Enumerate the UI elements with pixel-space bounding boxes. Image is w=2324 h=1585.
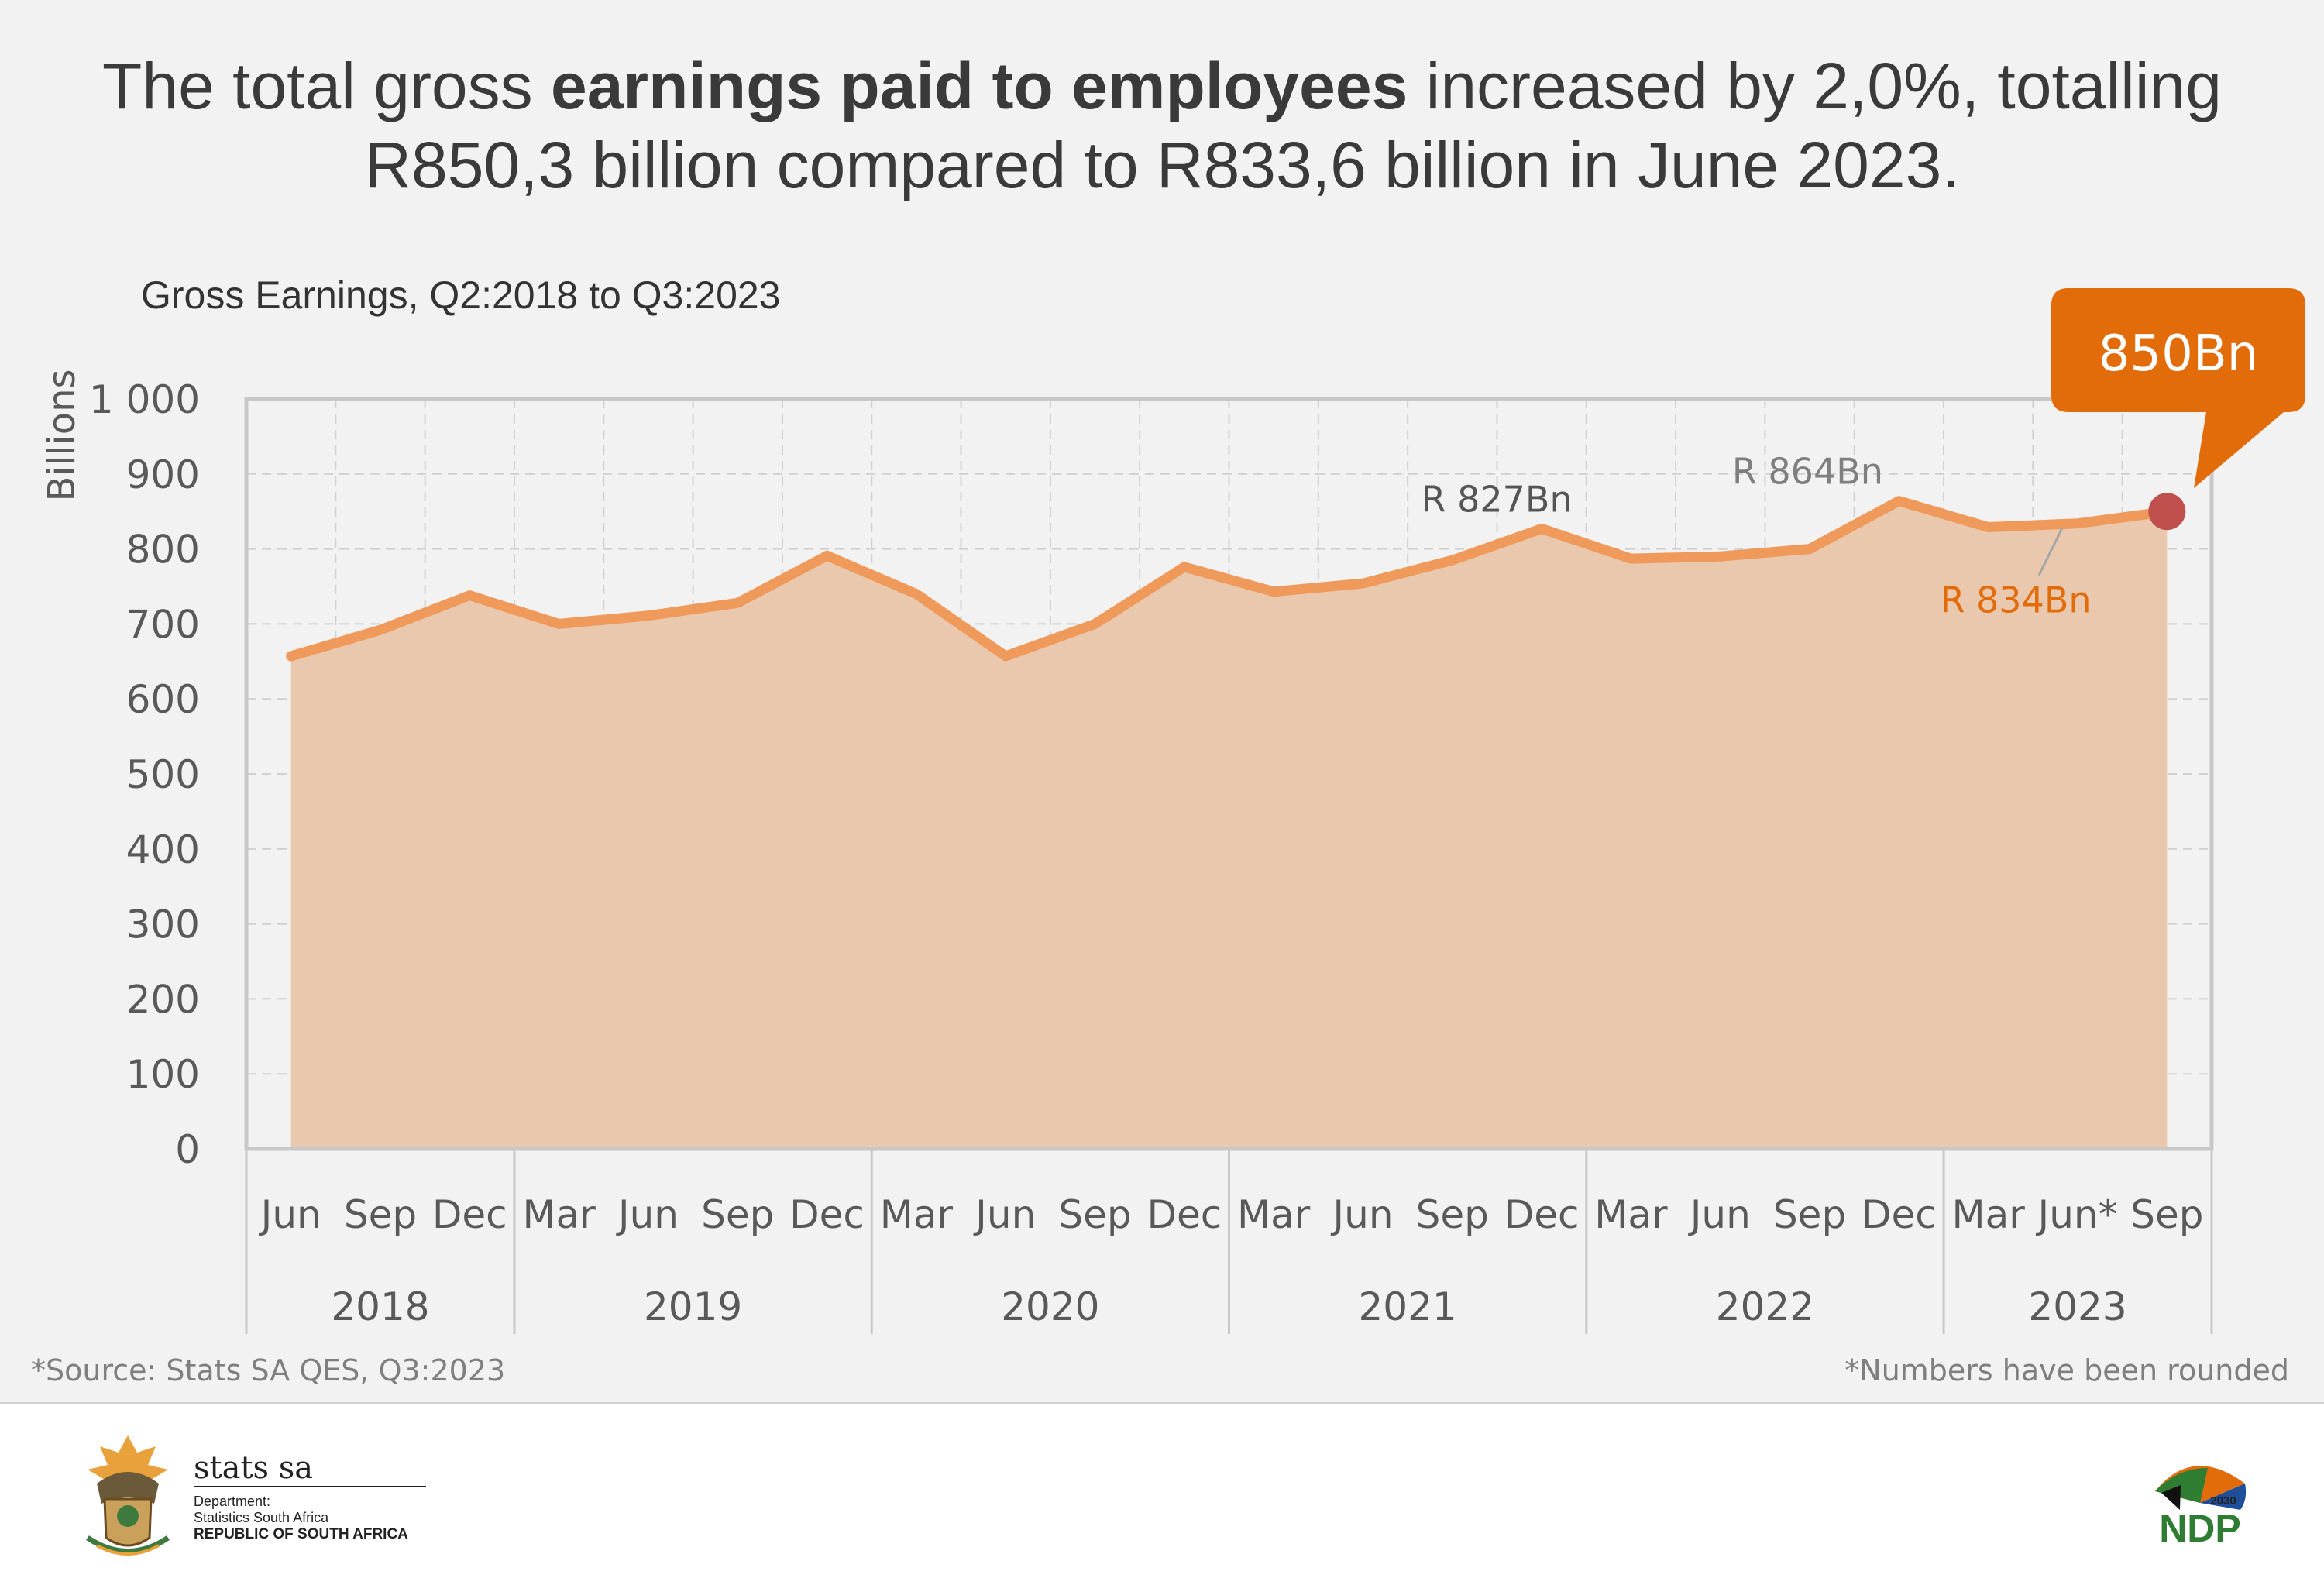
year-label: 2021 bbox=[1359, 1284, 1457, 1329]
headline: The total gross earnings paid to employe… bbox=[0, 46, 2324, 205]
x-tick-label: Dec bbox=[789, 1192, 865, 1237]
source-note: *Source: Stats SA QES, Q3:2023 bbox=[31, 1353, 505, 1387]
x-tick-label: Sep bbox=[2130, 1192, 2203, 1237]
x-tick-label: Jun bbox=[259, 1192, 321, 1237]
year-label: 2020 bbox=[1001, 1284, 1099, 1329]
dept-line1: Department: bbox=[194, 1494, 271, 1509]
y-tick-label: 300 bbox=[126, 903, 200, 947]
callout-bubble bbox=[2051, 288, 2305, 488]
y-tick-label: 0 bbox=[175, 1127, 200, 1172]
x-tick-label: Mar bbox=[1237, 1192, 1311, 1237]
ndp-year: 2030 bbox=[2210, 1494, 2236, 1508]
x-tick-label: Sep bbox=[1773, 1192, 1846, 1237]
y-tick-label: 1 000 bbox=[89, 377, 200, 422]
x-tick-label: Jun bbox=[1330, 1192, 1393, 1237]
headline-part1: The total gross bbox=[102, 50, 551, 122]
y-tick-label: 100 bbox=[126, 1052, 200, 1097]
gross-earnings-chart: 0 100 200 300 400 500 600 700 800 900 1 000Billion… bbox=[31, 288, 2305, 1387]
x-tick-label: Dec bbox=[432, 1192, 507, 1237]
y-tick-label: 700 bbox=[126, 602, 200, 647]
series-line bbox=[286, 496, 2172, 662]
x-tick-label: Mar bbox=[1952, 1192, 2026, 1237]
chart-title: Gross Earnings, Q2:2018 to Q3:2023 bbox=[141, 273, 781, 317]
headline-part2: increased by 2,0%, totalling bbox=[1408, 50, 2222, 122]
country-name: REPUBLIC OF SOUTH AFRICA bbox=[194, 1526, 408, 1542]
y-tick-label: 600 bbox=[126, 677, 200, 722]
year-label: 2019 bbox=[644, 1284, 742, 1329]
y-axis-label: Billions bbox=[40, 369, 84, 501]
series-area bbox=[290, 500, 2168, 1149]
x-tick-label: Dec bbox=[1504, 1192, 1580, 1237]
coat-of-arms-logo bbox=[86, 1435, 170, 1556]
headline-bold: earnings paid to employees bbox=[550, 50, 1408, 122]
x-tick-label: Sep bbox=[344, 1192, 417, 1237]
x-tick-label: Mar bbox=[522, 1192, 596, 1237]
x-tick-label: Jun* bbox=[2035, 1192, 2117, 1237]
annotation-leader bbox=[2037, 528, 2064, 576]
org-name: stats sa bbox=[194, 1450, 314, 1486]
data-annotation: R 864Bn bbox=[1732, 451, 1883, 493]
callout-label: 850Bn bbox=[2099, 325, 2259, 383]
year-label: 2022 bbox=[1716, 1284, 1814, 1329]
y-tick-label: 900 bbox=[126, 452, 200, 497]
year-label: 2023 bbox=[2028, 1284, 2126, 1329]
x-tick-label: Jun bbox=[1688, 1192, 1751, 1237]
x-tick-label: Mar bbox=[880, 1192, 954, 1237]
year-label: 2018 bbox=[331, 1284, 429, 1329]
x-tick-label: Jun bbox=[973, 1192, 1036, 1237]
x-tick-label: Sep bbox=[701, 1192, 774, 1237]
dept-line2: Statistics South Africa bbox=[194, 1510, 329, 1525]
y-tick-label: 200 bbox=[126, 977, 200, 1022]
data-annotation: R 827Bn bbox=[1422, 478, 1573, 520]
y-tick-label: 800 bbox=[126, 528, 200, 572]
y-tick-label: 400 bbox=[126, 827, 200, 872]
x-tick-label: Sep bbox=[1416, 1192, 1489, 1237]
x-tick-label: Jun bbox=[616, 1192, 679, 1237]
x-tick-label: Sep bbox=[1058, 1192, 1131, 1237]
x-tick-label: Dec bbox=[1147, 1192, 1222, 1237]
department-text: Department: Statistics South Africa bbox=[194, 1494, 328, 1526]
y-tick-label: 500 bbox=[126, 752, 200, 797]
org-divider bbox=[194, 1486, 426, 1487]
data-annotation: R 834Bn bbox=[1940, 579, 2091, 621]
headline-line2: R850,3 billion compared to R833,6 billio… bbox=[364, 129, 1960, 201]
ndp-text: NDP bbox=[2159, 1507, 2241, 1550]
rounding-note: *Numbers have been rounded bbox=[1844, 1353, 2289, 1387]
latest-point-marker bbox=[2148, 493, 2186, 531]
x-tick-label: Dec bbox=[1862, 1192, 1937, 1237]
x-tick-label: Mar bbox=[1594, 1192, 1668, 1237]
ndp-2030-logo: 2030 NDP bbox=[2155, 1466, 2247, 1550]
